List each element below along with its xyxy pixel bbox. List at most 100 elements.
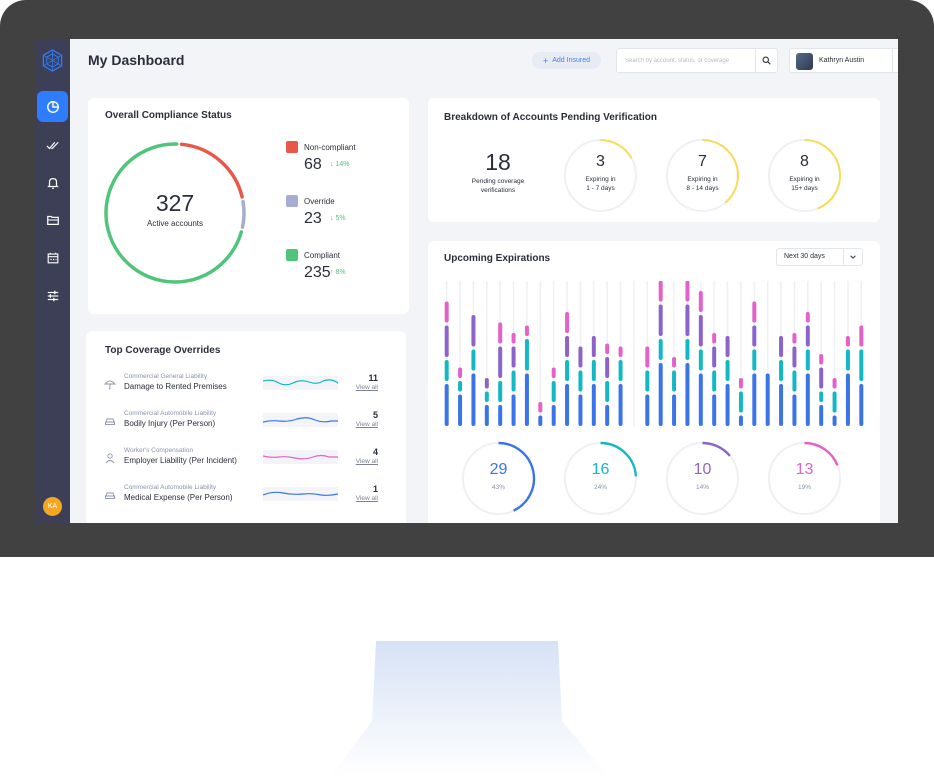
active-accounts-label: Active accounts [146,219,204,228]
view-all-link[interactable]: View all [355,384,378,391]
override-name: Medical Expense (Per Person) [124,493,233,502]
period-toggle[interactable] [843,249,862,265]
legend-label: Compliant [304,251,341,260]
ring-chart [768,441,841,515]
user-initials-avatar[interactable]: KA [43,497,62,516]
search-input[interactable] [617,49,757,72]
bell-icon [46,177,59,189]
expiration-summary-ring[interactable]: 10 14% [665,441,740,516]
expiration-count: 10 [693,461,712,478]
override-row[interactable]: Worker's Compensation Employer Liability… [104,447,378,477]
expirations-bar-chart [444,281,864,426]
period-value: Next 30 days [784,253,825,260]
search-button[interactable] [755,49,777,72]
plus-icon: + [542,55,549,66]
expirations-card: Upcoming Expirations Next 30 days 29 43%… [428,241,880,523]
user-menu-toggle[interactable] [892,49,898,72]
ring-progress-arc [804,139,841,210]
logo-icon[interactable] [41,49,64,72]
override-name: Employer Liability (Per Incident) [124,456,237,465]
ring-progress-arc [600,139,633,159]
sidebar-item-notifications[interactable] [37,167,68,198]
expiration-summary-ring[interactable]: 16 24% [563,441,638,516]
donut-segment-override[interactable] [240,199,246,230]
donut-segment-non-compliant[interactable] [179,142,244,199]
ring-label: Expiring in 1 - 7 days [585,176,616,192]
override-count: 1 [372,484,378,494]
expiration-percent: 43% [491,484,505,491]
override-category: Commercial Automobile Liability [124,484,217,491]
main-content: My Dashboard + Add Insured Kathryn Austi… [70,39,898,523]
override-sparkline [263,487,338,501]
legend-value: 23 [304,210,322,227]
legend-label: Override [304,197,335,206]
override-count: 11 [368,373,378,383]
breakdown-title: Breakdown of Accounts Pending Verificati… [444,112,657,123]
override-sparkline [263,450,338,464]
monitor-frame: KA My Dashboard + Add Insured Kathryn Au… [0,0,934,557]
expiration-count: 16 [591,461,610,478]
user-name: Kathryn Austin [819,57,865,64]
override-row[interactable]: Commercial Automobile Liability Medical … [104,484,378,514]
search-box [616,48,778,73]
overrides-title: Top Coverage Overrides [105,345,221,356]
compliance-donut-chart [104,142,246,284]
legend-value: 68 [304,156,322,173]
user-avatar [796,53,813,70]
sidebar-item-settings[interactable] [37,280,68,311]
view-all-link[interactable]: View all [355,495,378,502]
ring-label: Expiring in 8 - 14 days [686,176,719,192]
add-insured-button[interactable]: + Add Insured [532,52,601,69]
user-menu[interactable]: Kathryn Austin [789,48,898,73]
expiration-count: 29 [489,461,508,478]
expiration-summary-ring[interactable]: 29 43% [461,441,536,516]
expiration-summary-ring[interactable]: 13 19% [767,441,842,516]
compliance-title: Overall Compliance Status [105,110,232,121]
override-row[interactable]: Commercial Automobile Liability Bodily I… [104,410,378,440]
override-count: 5 [372,410,378,420]
expiring-ring[interactable]: 8 Expiring in 15+ days [767,138,842,213]
legend-swatch [286,195,298,207]
pie-chart-icon [46,100,59,113]
ring-chart [666,441,739,515]
pending-total-value: 18 [485,149,511,175]
view-all-link[interactable]: View all [355,421,378,428]
legend-swatch [286,141,298,153]
override-row[interactable]: Commercial General Liability Damage to R… [104,373,378,403]
sidebar-item-documents[interactable] [37,204,68,235]
sidebar-item-calendar[interactable] [37,242,68,273]
expiration-count: 13 [795,461,814,478]
expiration-percent: 14% [695,484,709,491]
expirations-title: Upcoming Expirations [444,253,551,264]
expiration-percent: 24% [593,484,607,491]
sidebar-item-verifications[interactable] [37,129,68,160]
folder-icon [46,215,59,225]
monitor-stand [330,641,610,778]
view-all-link[interactable]: View all [355,458,378,465]
legend-change: ↓ 14% [330,161,350,168]
page-title: My Dashboard [88,52,185,68]
ring-chart [768,139,841,212]
period-select[interactable]: Next 30 days [776,248,863,266]
legend-label: Non-compliant [304,143,356,152]
search-icon [762,56,771,65]
ring-progress-arc [702,139,739,204]
sidebar-item-dashboard[interactable] [37,91,68,122]
override-category: Worker's Compensation [124,447,194,454]
calendar-icon [47,252,58,263]
add-insured-label: Add Insured [552,57,590,64]
override-name: Bodily Injury (Per Person) [124,419,216,428]
ring-chart [564,139,637,212]
overrides-card: Top Coverage Overrides Commercial Genera… [86,331,406,523]
expiring-ring[interactable]: 7 Expiring in 8 - 14 days [665,138,740,213]
ring-chart [666,139,739,212]
expiring-ring[interactable]: 3 Expiring in 1 - 7 days [563,138,638,213]
sidebar: KA [35,39,70,523]
umbrella-icon [104,380,116,390]
override-category: Commercial General Liability [124,373,208,380]
ring-progress-arc [804,441,839,466]
override-sparkline [263,376,338,390]
override-name: Damage to Rented Premises [124,382,227,391]
ring-chart [564,441,638,515]
donut-segment-compliant[interactable] [104,142,244,284]
